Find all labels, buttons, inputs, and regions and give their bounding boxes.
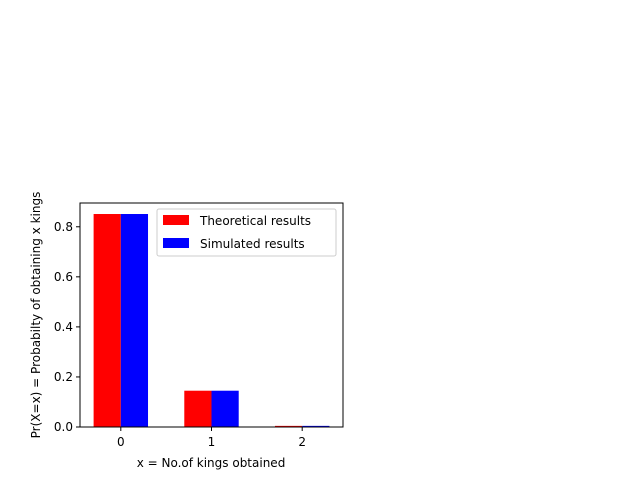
legend: Theoretical results Simulated results <box>156 208 337 257</box>
ticks-layer: 0 1 2 0.0 0.2 0.4 0.6 0.8 <box>54 220 306 449</box>
legend-label-simulated: Simulated results <box>200 237 305 251</box>
axes-frame <box>79 202 344 428</box>
bars-layer <box>93 214 330 427</box>
bar-theoretical-1 <box>184 390 212 427</box>
x-tick-label: 1 <box>208 435 216 449</box>
x-axis-label: x = No.of kings obtained <box>137 456 286 470</box>
bar-simulated-1 <box>211 390 239 427</box>
bar-simulated-2 <box>302 425 330 427</box>
bar-theoretical-2 <box>274 425 303 427</box>
legend-swatch-simulated <box>163 238 189 248</box>
legend-frame <box>156 208 337 257</box>
y-tick-label: 0.6 <box>54 270 73 284</box>
legend-swatch-theoretical <box>163 215 189 225</box>
y-tick-label: 0.0 <box>54 420 73 434</box>
bar-theoretical-0 <box>93 214 121 427</box>
x-tick-label: 2 <box>298 435 306 449</box>
y-tick-label: 0.2 <box>54 370 73 384</box>
y-axis-label: Pr(X=x) = Probabilty of obtaining x king… <box>29 192 43 439</box>
y-tick-label: 0.8 <box>54 220 73 234</box>
legend-label-theoretical: Theoretical results <box>199 214 311 228</box>
bar-simulated-0 <box>120 214 149 427</box>
x-tick-label: 0 <box>117 435 125 449</box>
y-tick-label: 0.4 <box>54 320 73 334</box>
